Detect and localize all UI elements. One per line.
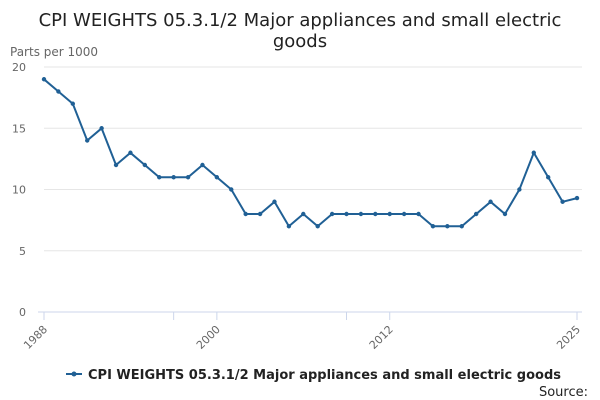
y-tick-label-20: 20 <box>12 61 26 74</box>
data-point-2007[interactable] <box>315 224 320 229</box>
data-point-2015[interactable] <box>430 224 436 229</box>
x-tick-label-2025: 2025 <box>554 323 583 352</box>
data-point-2022[interactable] <box>531 150 536 155</box>
data-point-2023[interactable] <box>545 175 551 180</box>
data-point-1992[interactable] <box>99 126 104 131</box>
data-point-1997[interactable] <box>171 175 176 180</box>
data-point-2016[interactable] <box>445 224 450 229</box>
legend-label: CPI WEIGHTS 05.3.1/2 Major appliances an… <box>88 368 561 383</box>
y-tick-label-10: 10 <box>12 184 26 197</box>
data-point-2006[interactable] <box>301 211 306 217</box>
data-point-2008[interactable] <box>329 211 335 217</box>
data-point-1999[interactable] <box>200 162 205 168</box>
data-point-1996[interactable] <box>157 175 162 180</box>
data-point-1993[interactable] <box>113 162 119 168</box>
data-point-2013[interactable] <box>401 211 407 217</box>
data-point-1989[interactable] <box>56 89 61 94</box>
data-point-1988[interactable] <box>41 77 47 82</box>
x-tick-label-2012: 2012 <box>367 323 396 352</box>
data-point-1991[interactable] <box>85 138 90 143</box>
y-tick-labels: 0 5 10 15 20 <box>12 61 26 319</box>
gridlines <box>44 66 582 252</box>
y-tick-label-0: 0 <box>19 306 26 319</box>
data-point-2014[interactable] <box>416 211 421 217</box>
data-point-2004[interactable] <box>272 199 277 204</box>
y-tick-label-15: 15 <box>12 122 26 135</box>
y-unit-label: Parts per 1000 <box>10 45 98 59</box>
source-label: Source: <box>539 385 588 400</box>
data-point-2012[interactable] <box>387 211 392 217</box>
data-point-2017[interactable] <box>459 224 464 229</box>
data-point-2020[interactable] <box>502 211 508 217</box>
legend[interactable]: CPI WEIGHTS 05.3.1/2 Major appliances an… <box>66 368 561 383</box>
series-line-0 <box>43 78 578 228</box>
x-tick-label-2000: 2000 <box>194 323 223 352</box>
data-point-1990[interactable] <box>70 101 76 106</box>
data-point-1995[interactable] <box>142 162 148 168</box>
data-point-2003[interactable] <box>257 211 263 217</box>
chart-title-line-2: goods <box>273 31 327 52</box>
series-group <box>41 77 580 229</box>
data-point-2024[interactable] <box>560 199 565 204</box>
y-tick-label-5: 5 <box>19 245 26 258</box>
data-point-2010[interactable] <box>358 211 364 217</box>
data-point-1998[interactable] <box>185 175 191 180</box>
data-point-2018[interactable] <box>473 211 479 217</box>
data-point-2011[interactable] <box>373 211 378 217</box>
x-axis <box>38 311 582 320</box>
data-point-2025[interactable] <box>574 195 580 201</box>
chart-title-line-1: CPI WEIGHTS 05.3.1/2 Major appliances an… <box>39 10 562 31</box>
data-point-2019[interactable] <box>488 199 493 204</box>
x-tick-label-1988: 1988 <box>21 323 50 352</box>
data-point-2021[interactable] <box>517 187 522 192</box>
x-tick-labels: 1988 2000 2012 2025 <box>21 323 583 352</box>
data-point-2005[interactable] <box>286 224 292 229</box>
data-point-2002[interactable] <box>243 211 248 217</box>
legend-marker <box>71 371 77 377</box>
data-point-2000[interactable] <box>214 175 220 180</box>
data-point-2009[interactable] <box>344 211 349 217</box>
data-point-2001[interactable] <box>229 187 234 192</box>
data-point-1994[interactable] <box>128 150 133 155</box>
